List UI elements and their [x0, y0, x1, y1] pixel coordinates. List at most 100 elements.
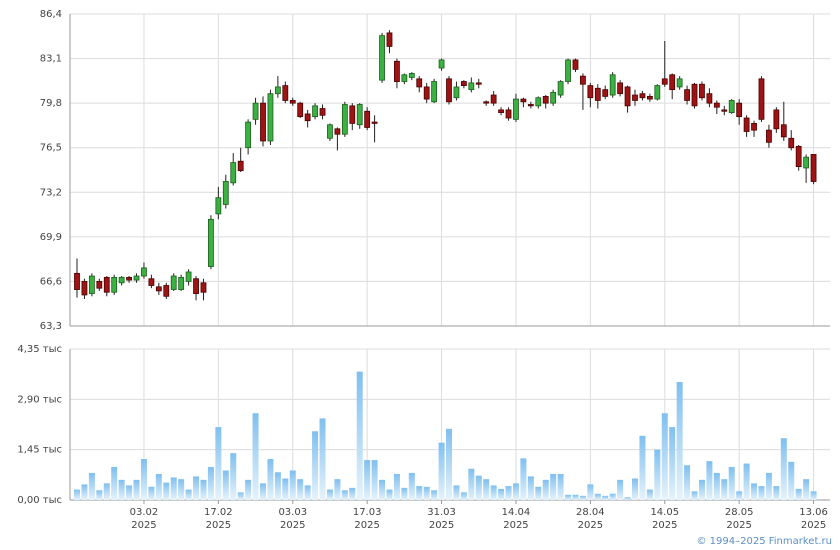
volume-bar: [446, 428, 452, 500]
candle-body: [669, 74, 676, 91]
volume-bar: [743, 463, 750, 500]
volume-bar: [676, 381, 683, 500]
volume-bar: [661, 413, 668, 500]
candle-body: [126, 276, 132, 281]
candle-body: [334, 128, 341, 135]
volume-bar: [542, 479, 549, 500]
candle-body: [394, 60, 400, 82]
volume-bar: [207, 467, 214, 500]
candle-body: [453, 86, 460, 99]
candle-body: [200, 282, 207, 293]
volume-bar: [319, 418, 326, 500]
candle-body: [639, 93, 646, 99]
x-tick-label: 14.05 2025: [650, 507, 679, 531]
volume-bar: [222, 470, 229, 500]
volume-bar: [155, 473, 162, 500]
volume-bar: [304, 485, 311, 500]
volume-bar: [639, 435, 646, 500]
y-tick-label: 1,45 тыс: [17, 445, 62, 456]
candle-body: [341, 104, 348, 135]
volume-bar: [423, 486, 430, 500]
volume-bar: [520, 458, 527, 500]
y-tick-label: 73,2: [40, 187, 62, 198]
volume-bar: [594, 493, 601, 500]
candle-body: [527, 104, 534, 107]
volume-bar: [483, 479, 490, 500]
candle-body: [170, 275, 177, 290]
x-tick-label: 28.04 2025: [576, 507, 605, 531]
volume-bar: [669, 427, 676, 500]
volume-bar: [349, 487, 356, 500]
candle-body: [386, 32, 393, 47]
volume-bar: [341, 490, 348, 500]
candle-body: [401, 74, 408, 82]
candle-body: [676, 78, 683, 88]
candle-body: [565, 59, 571, 82]
x-tick-label: 17.03 2025: [353, 507, 382, 531]
candle-body: [193, 278, 199, 294]
volume-bar: [810, 491, 817, 500]
candle-body: [178, 276, 185, 290]
candle-body: [795, 145, 802, 168]
candle-body: [319, 108, 326, 116]
volume-bar: [178, 479, 185, 500]
candle-body: [379, 35, 385, 81]
candle-body: [483, 101, 490, 104]
volume-bar: [81, 484, 88, 500]
candle-body: [646, 95, 653, 100]
candle-body: [706, 93, 713, 104]
volume-bar: [803, 479, 810, 500]
candle-body: [550, 91, 557, 104]
volume-bar: [780, 438, 787, 500]
candle-body: [245, 121, 252, 149]
volume-bar: [736, 491, 743, 500]
candle-body: [133, 275, 140, 281]
candle-body: [431, 81, 438, 103]
candle-body: [297, 102, 304, 118]
volume-bar: [267, 459, 274, 500]
volume-bar: [788, 461, 795, 500]
volume-bar: [624, 497, 631, 500]
volume-bar: [111, 467, 118, 500]
candle-body: [103, 276, 110, 293]
volume-bar: [453, 485, 460, 500]
volume-bar: [126, 485, 133, 500]
x-tick-label: 14.04 2025: [502, 507, 531, 531]
volume-bar: [751, 483, 758, 500]
candle-body: [691, 83, 698, 107]
candle-body: [743, 117, 750, 132]
volume-bar: [103, 483, 110, 500]
candle-body: [803, 156, 810, 169]
volume-bar: [468, 468, 475, 500]
candle-body: [699, 83, 705, 99]
volume-bar: [706, 461, 713, 500]
candle-body: [163, 285, 170, 297]
volume-bar: [416, 486, 423, 500]
volume-bar: [386, 489, 393, 500]
candle-body: [751, 123, 757, 131]
volume-bar: [74, 489, 80, 500]
candle-body: [460, 81, 467, 86]
candle-body: [260, 102, 266, 142]
volume-bar: [654, 449, 661, 500]
candle-body: [580, 75, 586, 85]
volume-bar: [88, 472, 95, 500]
volume-bar: [765, 472, 772, 500]
candle-body: [96, 281, 103, 289]
volume-bar: [475, 475, 482, 500]
candle-body: [490, 94, 497, 104]
volume-bar: [193, 476, 200, 500]
candle-body: [446, 78, 452, 103]
volume-bar: [185, 489, 192, 500]
volume-bar: [431, 490, 438, 500]
volume-bar: [565, 494, 572, 500]
volume-bar: [297, 479, 304, 500]
candle-body: [542, 95, 549, 104]
volume-bar: [579, 495, 586, 500]
volume-bar: [133, 479, 140, 500]
volume-bar: [728, 467, 735, 500]
volume-bar: [215, 427, 222, 500]
volume-bar: [602, 495, 609, 500]
volume-bar: [773, 486, 780, 500]
candle-body: [155, 286, 162, 292]
